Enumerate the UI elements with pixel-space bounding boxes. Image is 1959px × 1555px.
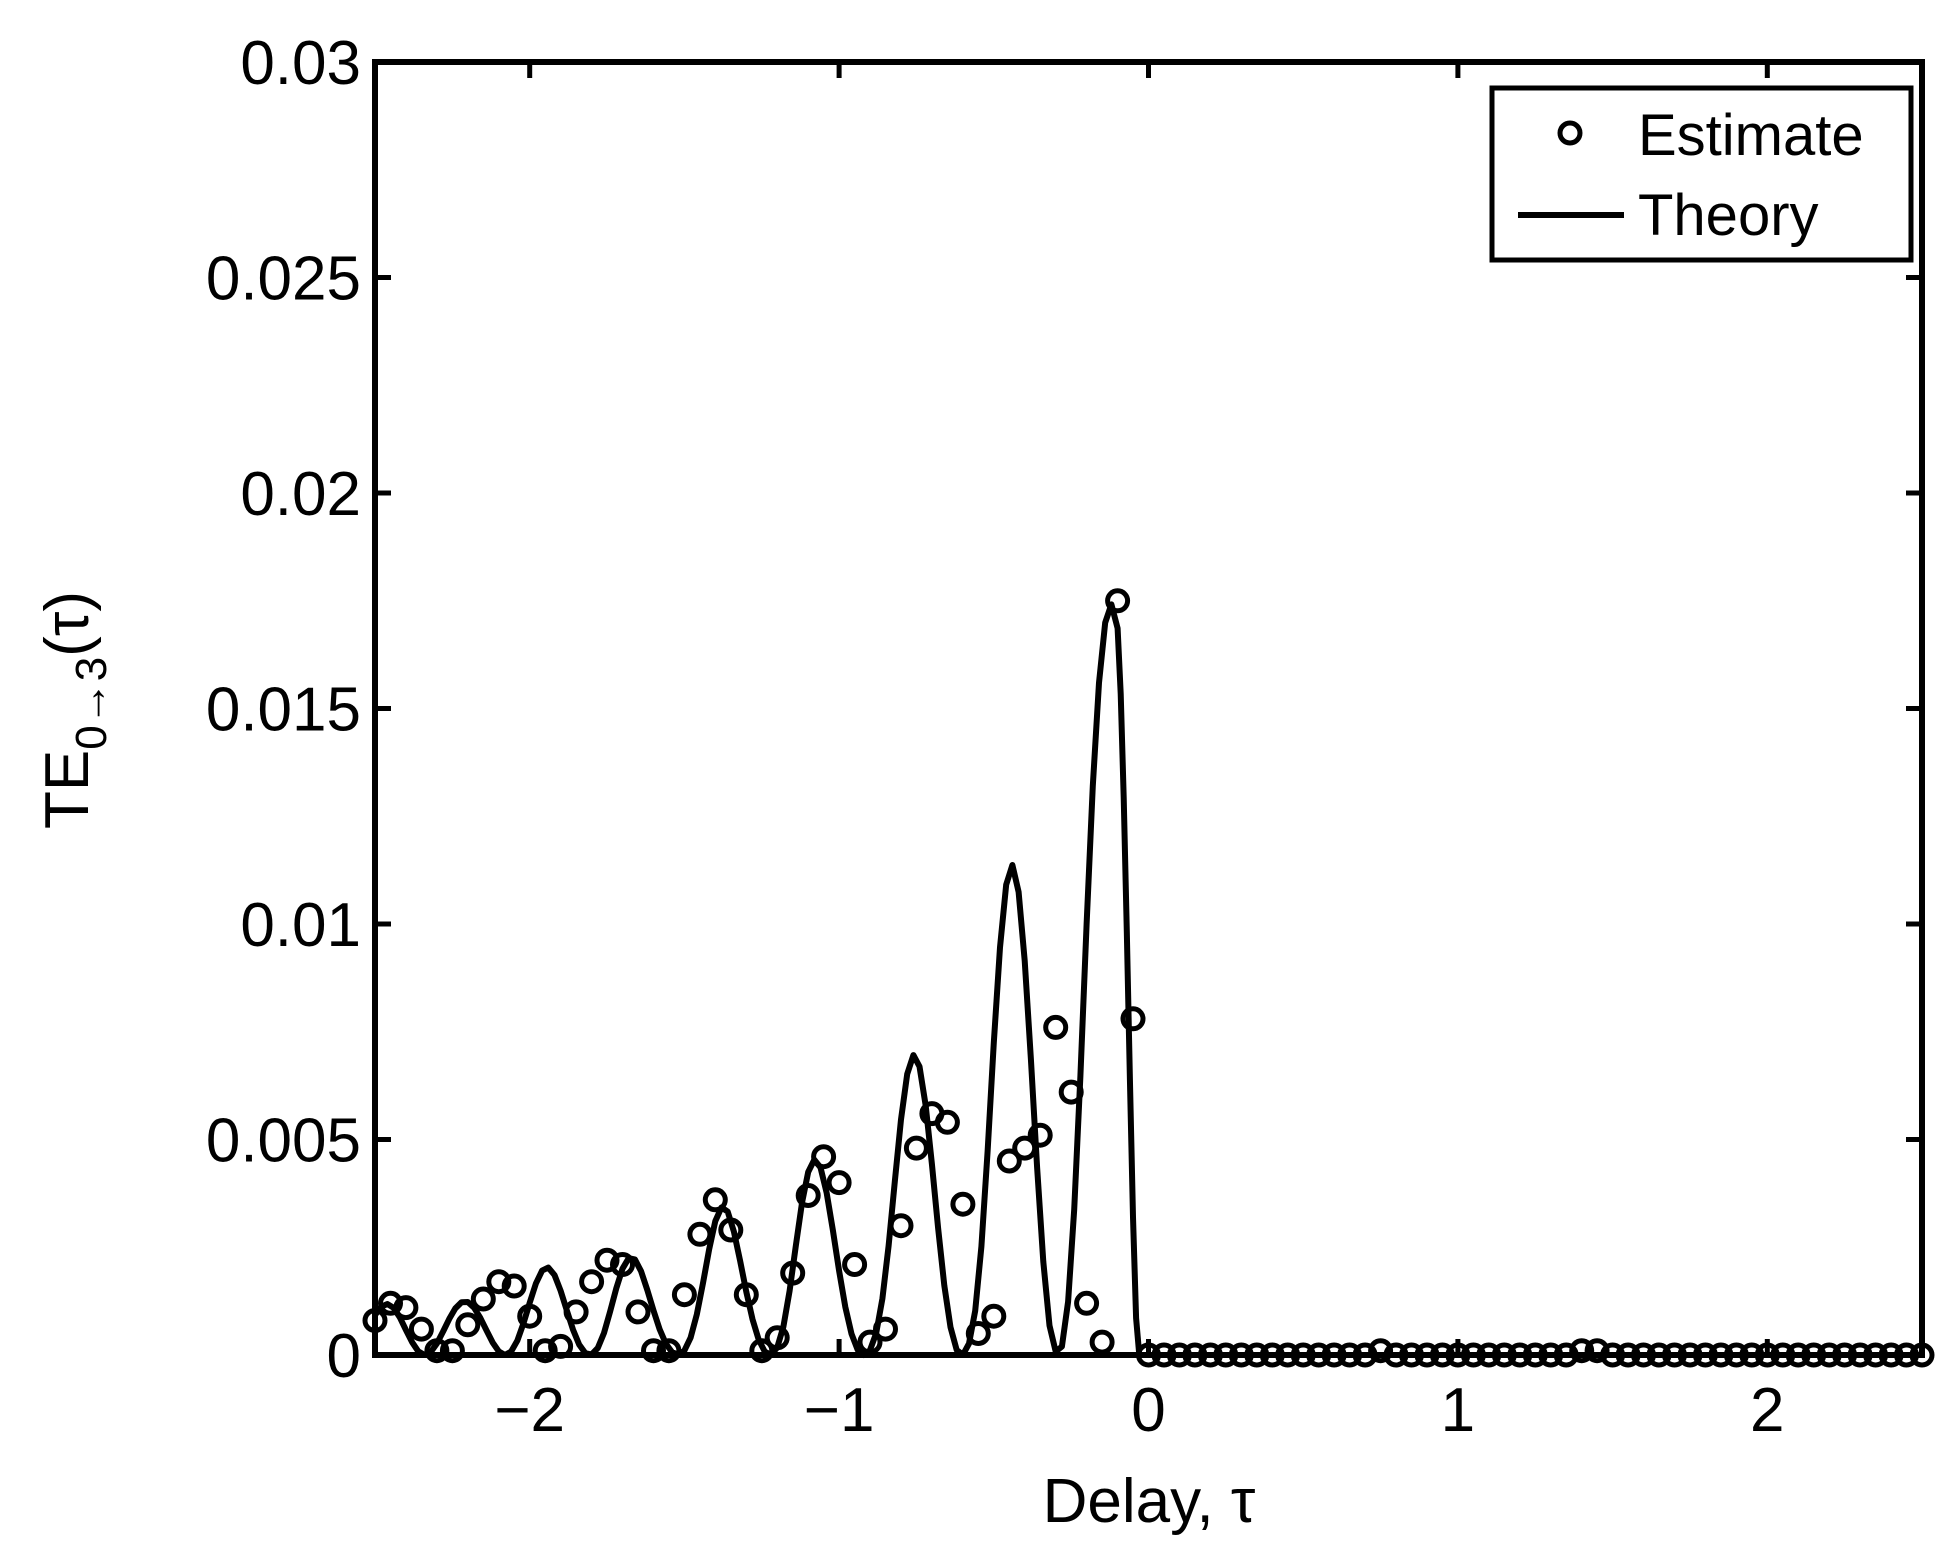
estimate-point [1584,1338,1610,1364]
estimate-point [826,1170,852,1196]
estimate-point [563,1299,589,1325]
estimate-point [1074,1290,1100,1316]
estimate-point [486,1269,512,1295]
x-axis-label: Delay, τ [1043,1467,1256,1536]
estimate-point [888,1213,914,1239]
estimate-point [625,1299,651,1325]
y-tick-label: 0.03 [240,29,361,98]
x-tick-label: 0 [1131,1376,1165,1445]
tick-marks [375,59,1922,1358]
estimate-point [439,1338,465,1364]
legend-box [1489,85,1914,263]
estimate-point [981,1303,1007,1329]
legend-estimate-label: Estimate [1638,103,1864,168]
estimate-point [1027,1122,1053,1148]
x-tick-label: 1 [1441,1376,1475,1445]
legend: Estimate Theory [1489,85,1914,263]
estimate-point [1120,1006,1146,1032]
tick-labels: −2 −1 0 1 2 0 0.005 0.01 0.015 0.02 0.025 0.03 [206,29,1785,1445]
estimate-point [517,1303,543,1329]
estimate-point [1043,1014,1069,1040]
estimate-point [1105,588,1131,614]
estimate-point [934,1109,960,1135]
estimate-point [501,1273,527,1299]
estimate-point [641,1338,666,1364]
y-axis-label-subscript: 0→3 [67,657,116,750]
estimate-point [795,1183,821,1208]
y-axis-label: TE0→3(τ) [33,591,116,829]
y-tick-label: 0.015 [206,676,361,745]
x-tick-label: −2 [494,1376,565,1445]
estimate-point [718,1217,744,1243]
estimate-point [950,1191,976,1217]
estimate-point [1012,1135,1038,1161]
x-tick-label: −1 [804,1376,875,1445]
estimate-point [903,1135,929,1161]
estimate-point [1368,1338,1394,1364]
estimate-point [702,1187,728,1213]
legend-theory-label: Theory [1638,183,1819,248]
legend-estimate-marker [1557,120,1583,146]
estimate-point [764,1325,790,1351]
estimate-point [532,1338,558,1364]
estimate-point [965,1321,991,1346]
estimate-point [842,1252,868,1277]
y-tick-label: 0 [327,1322,361,1391]
estimate-point [811,1144,837,1170]
estimate-point [996,1148,1022,1174]
estimate-point [1569,1338,1595,1364]
estimate-point [873,1316,898,1342]
estimate-point [594,1247,620,1273]
estimate-point [455,1312,481,1338]
y-tick-label: 0.025 [206,245,361,314]
estimate-point [579,1269,605,1295]
estimate-point [671,1282,697,1308]
estimate-point [749,1338,775,1364]
estimate-point [687,1221,713,1247]
estimate-point [424,1338,450,1364]
estimate-point [656,1338,682,1364]
y-tick-label: 0.005 [206,1107,361,1176]
estimate-point [610,1252,635,1277]
y-axis-label-suffix: (τ) [33,591,102,657]
y-axis-label-base: TE [33,750,102,829]
estimate-point [378,1290,403,1316]
x-tick-label: 2 [1750,1376,1784,1445]
estimate-point [408,1316,434,1342]
estimate-point [470,1286,496,1312]
estimate-point [393,1295,419,1321]
estimate-point [733,1282,759,1308]
y-tick-label: 0.02 [240,460,361,529]
estimate-point [780,1260,806,1286]
y-tick-label: 0.01 [240,891,361,960]
estimate-point [1058,1079,1084,1105]
